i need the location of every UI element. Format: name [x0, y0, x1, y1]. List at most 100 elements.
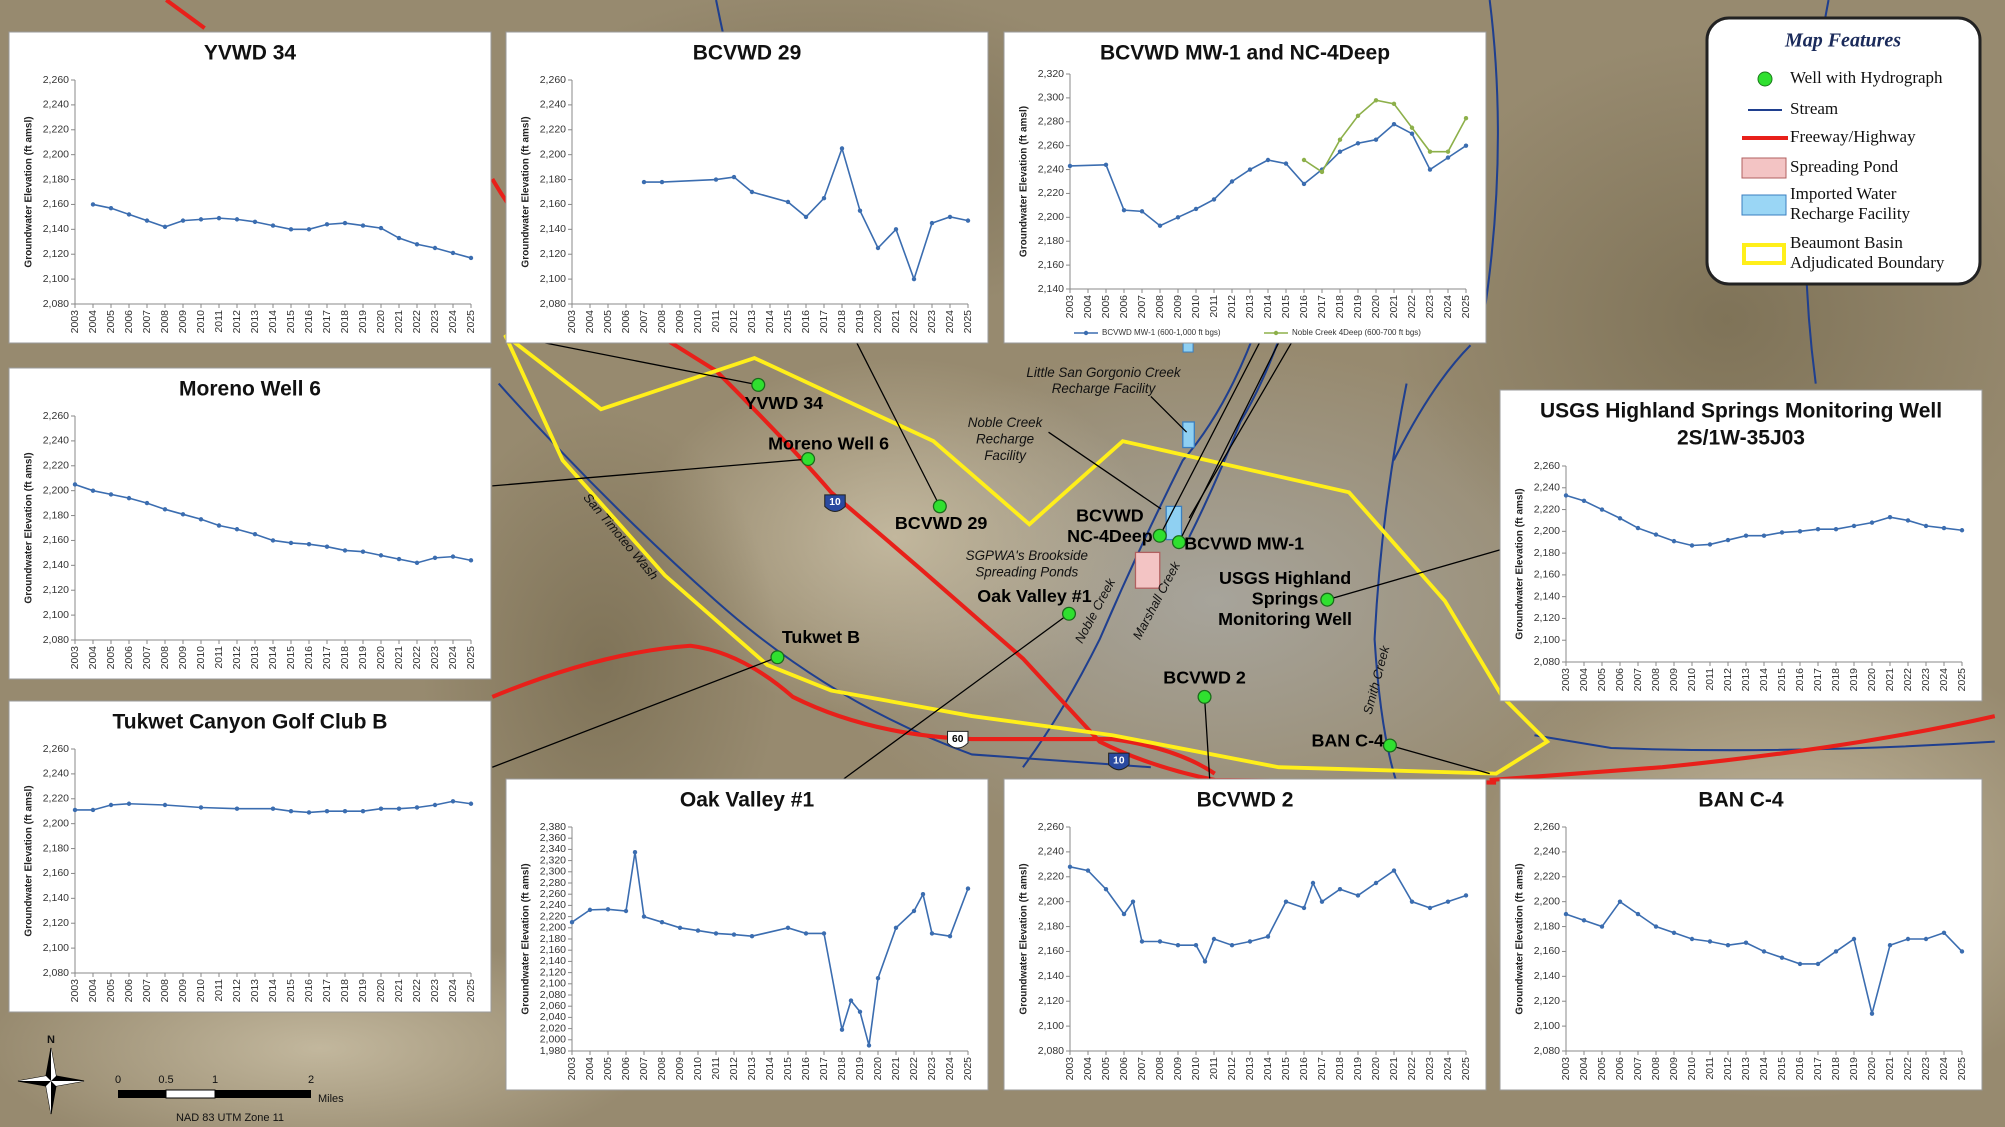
chart-title: USGS Highland Springs Monitoring Well: [1540, 400, 1942, 423]
x-tick-label: 2011: [710, 1057, 722, 1080]
x-tick-label: 2004: [584, 310, 596, 334]
x-tick-label: 2004: [87, 310, 99, 334]
y-tick-label: 2,120: [43, 248, 69, 260]
legend-label: Spreading Pond: [1790, 157, 1899, 176]
data-point: [1374, 137, 1378, 141]
data-point: [1230, 943, 1234, 947]
x-tick-label: 2023: [1920, 1057, 1932, 1081]
x-tick-label: 2019: [1352, 1057, 1364, 1081]
scale-label: 2: [308, 1074, 314, 1086]
data-point: [912, 277, 916, 281]
x-tick-label: 2019: [1848, 1057, 1860, 1081]
data-point: [1230, 179, 1234, 183]
x-tick-label: 2017: [1812, 668, 1824, 692]
data-point: [379, 807, 383, 811]
x-tick-label: 2003: [1064, 1057, 1076, 1081]
x-tick-label: 2021: [890, 1057, 902, 1081]
x-tick-label: 2005: [602, 310, 614, 334]
data-point: [1582, 499, 1586, 503]
data-point: [750, 190, 754, 194]
data-point: [379, 553, 383, 557]
data-point: [325, 222, 329, 226]
x-tick-label: 2016: [800, 310, 812, 334]
well-label: USGS Highland: [1219, 568, 1351, 588]
data-point: [1410, 126, 1414, 130]
y-tick-label: 2,240: [43, 768, 69, 780]
chart-title: 2S/1W-35J03: [1677, 427, 1805, 450]
legend-label: Well with Hydrograph: [1790, 68, 1943, 87]
x-tick-label: 2024: [447, 979, 459, 1003]
x-tick-label: 2005: [105, 979, 117, 1003]
data-point: [415, 805, 419, 809]
data-point: [1618, 516, 1622, 520]
x-tick-label: 2008: [159, 310, 171, 334]
data-point: [433, 803, 437, 807]
x-tick-label: 2015: [1280, 1057, 1292, 1081]
chart-panel: Moreno Well 62,0802,1002,1202,1402,1602,…: [9, 368, 491, 679]
x-tick-label: 2016: [1794, 1057, 1806, 1081]
data-point: [361, 223, 365, 227]
x-tick-label: 2015: [782, 1057, 794, 1081]
y-tick-label: 2,260: [1038, 821, 1064, 833]
y-tick-label: 2,080: [43, 634, 69, 646]
data-point: [1960, 949, 1964, 953]
legend: Map Features Well with HydrographStreamF…: [1707, 18, 1980, 284]
data-point: [91, 202, 95, 206]
x-tick-label: 2012: [1226, 1057, 1238, 1081]
data-point: [1158, 223, 1162, 227]
x-tick-label: 2003: [1064, 295, 1076, 319]
data-point: [1600, 507, 1604, 511]
x-tick-label: 2019: [357, 310, 369, 334]
data-point: [253, 220, 257, 224]
x-tick-label: 2024: [1442, 1057, 1454, 1081]
x-tick-label: 2021: [393, 979, 405, 1003]
x-tick-label: 2015: [1280, 295, 1292, 319]
x-tick-label: 2017: [1316, 1057, 1328, 1081]
x-tick-label: 2004: [584, 1057, 596, 1081]
shield-label: 10: [829, 497, 841, 508]
well-label: Springs: [1252, 588, 1319, 608]
y-tick-label: 2,140: [540, 223, 566, 235]
chart-title: BCVWD 29: [693, 42, 802, 65]
x-tick-label: 2022: [908, 1057, 920, 1081]
x-tick-label: 2011: [213, 979, 225, 1002]
y-tick-label: 2,060: [540, 1000, 566, 1012]
x-tick-label: 2009: [1668, 668, 1680, 692]
data-point: [1870, 520, 1874, 524]
y-tick-label: 2,120: [43, 584, 69, 596]
x-tick-label: 2024: [1938, 1057, 1950, 1081]
y-tick-label: 2,260: [43, 410, 69, 422]
data-point: [1266, 934, 1270, 938]
x-tick-label: 2003: [1560, 668, 1572, 692]
x-tick-label: 2024: [944, 310, 956, 334]
well-label: BAN C-4: [1311, 730, 1384, 750]
map-view: 106010 YVWD 34Moreno Well 6BCVWD 29BCVWD…: [0, 0, 2005, 1127]
y-tick-label: 2,220: [1038, 871, 1064, 883]
y-axis-label: Groundwater Elevation (ft amsl): [521, 116, 532, 267]
x-tick-label: 2014: [267, 979, 279, 1003]
x-tick-label: 2007: [1632, 668, 1644, 692]
x-tick-label: 2024: [1938, 668, 1950, 692]
x-tick-label: 2013: [1244, 295, 1256, 319]
x-tick-label: 2021: [1388, 295, 1400, 319]
legend-label: Beaumont Basin: [1790, 233, 1903, 252]
data-point: [271, 223, 275, 227]
x-tick-label: 2015: [782, 310, 794, 334]
x-tick-label: 2021: [393, 646, 405, 670]
chart-title: BAN C-4: [1698, 789, 1783, 812]
data-point: [1906, 518, 1910, 522]
data-point: [660, 920, 664, 924]
x-tick-label: 2004: [1578, 668, 1590, 692]
x-tick-label: 2023: [926, 310, 938, 334]
data-point: [1356, 893, 1360, 897]
data-point: [696, 928, 700, 932]
data-point: [732, 175, 736, 179]
y-tick-label: 2,200: [43, 817, 69, 829]
y-axis-label: Groundwater Elevation (ft amsl): [24, 785, 35, 936]
legend-label: Stream: [1790, 99, 1838, 118]
x-tick-label: 2003: [69, 979, 81, 1003]
x-tick-label: 2009: [674, 1057, 686, 1081]
well-marker: [1321, 593, 1334, 606]
y-tick-label: 2,220: [1534, 503, 1560, 515]
x-tick-label: 2010: [195, 979, 207, 1003]
